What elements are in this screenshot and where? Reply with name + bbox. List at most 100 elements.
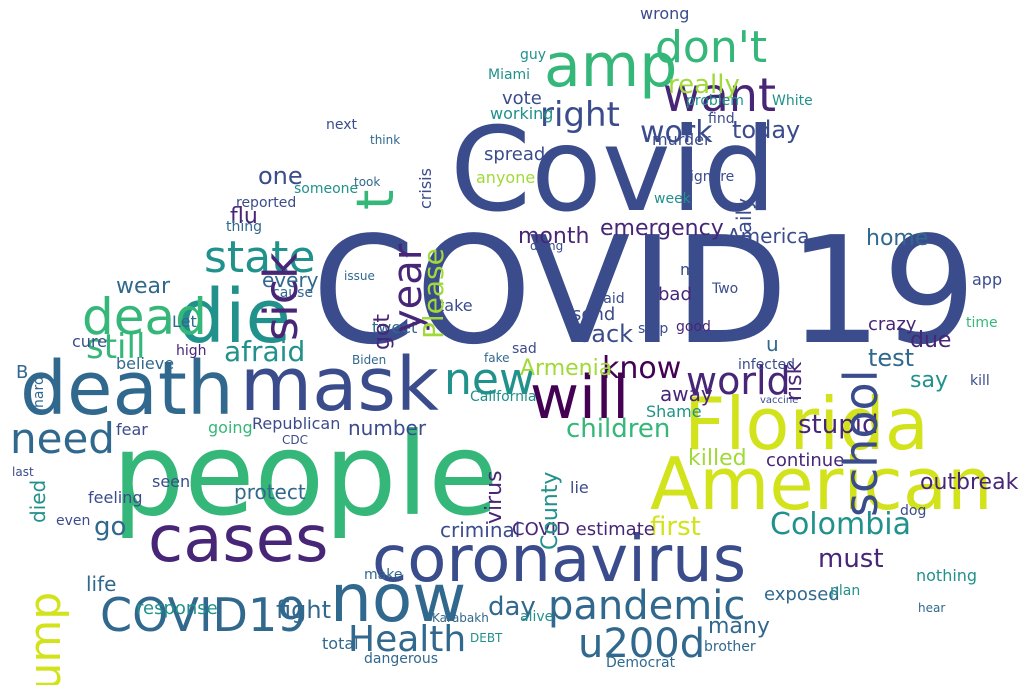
word-risk: risk — [782, 361, 807, 401]
word-killed: killed — [688, 446, 747, 471]
word-dont: don't — [655, 22, 768, 73]
word-stupid: stupid — [798, 410, 879, 440]
word-make: make — [364, 567, 403, 583]
word-continue: continue — [766, 450, 845, 471]
word-sad: sad — [512, 341, 537, 357]
word-lie: lie — [570, 478, 589, 497]
word-even: even — [56, 513, 91, 529]
word-dead: dead — [82, 288, 207, 346]
word-american: American — [650, 442, 993, 526]
word-death: death — [20, 346, 234, 432]
word-m: m — [680, 260, 696, 279]
word-now: now — [330, 560, 467, 637]
word-first: first — [650, 512, 701, 542]
word-right: right — [540, 95, 620, 135]
word-seen: seen — [152, 472, 191, 491]
word-guy: guy — [520, 47, 547, 63]
word-took: took — [354, 175, 381, 189]
word-send: send — [572, 304, 616, 325]
word-cure: cure — [72, 332, 108, 351]
word-protect: protect — [234, 480, 306, 504]
word-thing: thing — [226, 219, 263, 235]
word-last: last — [12, 465, 34, 479]
word-coronavirus: coronavirus — [372, 523, 747, 597]
word-really: really — [668, 70, 740, 100]
word-b: B — [16, 362, 29, 383]
word-colombia: Colombia — [770, 507, 911, 542]
word-county: County — [538, 471, 563, 550]
word-today: today — [732, 116, 801, 144]
word-crazy: crazy — [868, 314, 917, 335]
word-murder: murder — [652, 130, 711, 149]
word-alive: alive — [520, 609, 554, 625]
word-dangerous: dangerous — [364, 651, 439, 667]
word-die: die — [178, 274, 292, 360]
word-know: know — [602, 351, 682, 386]
word-fake: fake — [484, 351, 510, 365]
word-home: home — [866, 226, 929, 251]
word-next: next — [326, 117, 358, 133]
word-flu: flu — [230, 204, 258, 229]
word-vaccine: vaccine — [760, 395, 799, 406]
word-problem: problem — [686, 93, 744, 109]
word-find: find — [708, 111, 735, 127]
word-fear: fear — [116, 420, 148, 439]
word-outbreak: outbreak — [920, 470, 1019, 495]
word-florida: Florida — [684, 382, 929, 466]
word-please: Please — [417, 248, 450, 339]
word-emergency: emergency — [600, 216, 724, 241]
word-children: children — [566, 414, 671, 444]
word-white: White — [772, 93, 813, 109]
word-cdc: CDC — [282, 433, 308, 447]
word-school: school — [834, 369, 888, 517]
word-stop: stop — [638, 321, 669, 337]
word-california: California — [470, 389, 537, 405]
word-total: total — [322, 634, 359, 653]
word-died: died — [26, 479, 50, 523]
word-pandemic: pandemic — [548, 583, 746, 629]
word-due: due — [910, 328, 952, 353]
word-working: working — [490, 104, 554, 123]
word-biden: Biden — [352, 353, 387, 367]
word-time: time — [966, 315, 998, 331]
word-daily: daily — [732, 198, 756, 246]
word-must: must — [818, 544, 884, 574]
word-virus: virus — [482, 470, 507, 524]
word-anyone: anyone — [476, 168, 536, 187]
word-still: still — [86, 327, 146, 367]
word-believe: believe — [116, 354, 175, 373]
word-democrat: Democrat — [606, 655, 676, 671]
word-ignore: ignore — [690, 169, 735, 185]
word-take: take — [438, 296, 473, 315]
word-say: say — [910, 368, 948, 393]
word-amp: amp — [544, 31, 678, 101]
word-wear: wear — [116, 274, 171, 299]
word-new: new — [444, 354, 535, 405]
word-good: good — [676, 319, 711, 335]
word-america: America — [727, 224, 810, 248]
word-response: response — [136, 598, 218, 619]
word-bad: bad — [658, 284, 692, 305]
word-karabakh: Karabakh — [432, 611, 489, 625]
word-tweet: tweet — [372, 318, 418, 337]
word-health: Health — [348, 619, 467, 660]
word-u: u — [766, 332, 779, 356]
word-go: go — [94, 512, 127, 542]
word-going: going — [208, 418, 253, 437]
word-reported: reported — [236, 195, 297, 211]
word-someone: someone — [294, 181, 359, 197]
word-dying: dying — [530, 239, 564, 253]
word-plan: plan — [830, 583, 861, 599]
word-one: one — [258, 162, 303, 190]
word-day: day — [488, 592, 536, 622]
word-brother: brother — [704, 639, 756, 655]
word-armenia: Armenia — [520, 356, 613, 381]
word-hard: hard — [31, 376, 47, 408]
word-back: back — [576, 320, 634, 348]
word-away: away — [660, 382, 713, 406]
word-app: app — [972, 270, 1003, 289]
word-dog: dog — [900, 503, 927, 519]
word-vote: vote — [502, 88, 542, 109]
word-t: t — [346, 189, 406, 210]
word-infected: infected — [738, 357, 795, 373]
